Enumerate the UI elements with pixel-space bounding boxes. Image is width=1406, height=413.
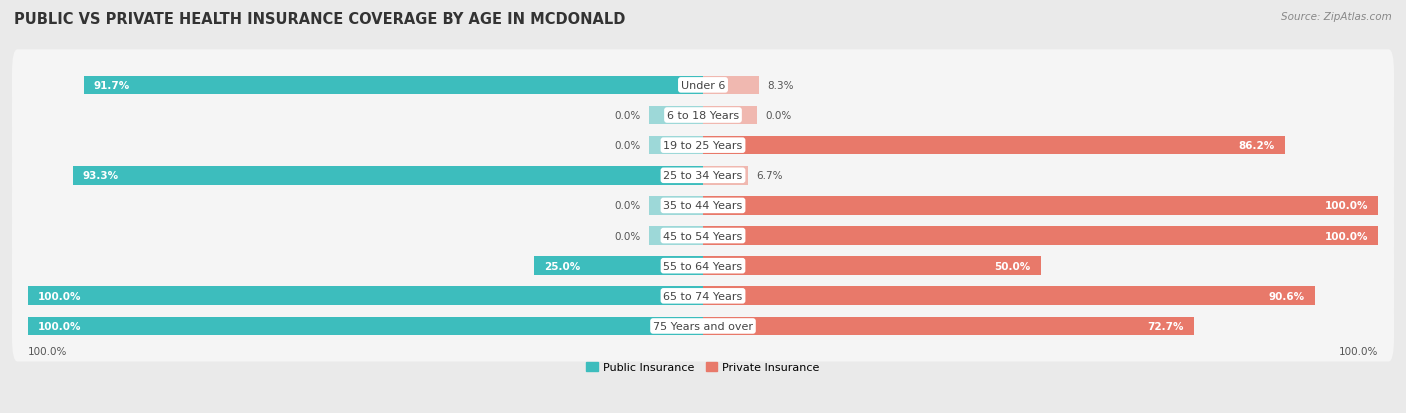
Text: 100.0%: 100.0% <box>1324 231 1368 241</box>
FancyBboxPatch shape <box>13 50 1393 121</box>
Bar <box>650 197 703 215</box>
Text: 25 to 34 Years: 25 to 34 Years <box>664 171 742 181</box>
Bar <box>703 107 756 125</box>
Text: 65 to 74 Years: 65 to 74 Years <box>664 291 742 301</box>
Text: 93.3%: 93.3% <box>83 171 120 181</box>
Text: 0.0%: 0.0% <box>765 111 792 121</box>
Bar <box>650 227 703 245</box>
Text: 25.0%: 25.0% <box>544 261 581 271</box>
Text: Source: ZipAtlas.com: Source: ZipAtlas.com <box>1281 12 1392 22</box>
Bar <box>703 166 748 185</box>
Text: 91.7%: 91.7% <box>94 81 129 91</box>
FancyBboxPatch shape <box>13 140 1393 211</box>
Text: 100.0%: 100.0% <box>28 346 67 356</box>
Text: Under 6: Under 6 <box>681 81 725 91</box>
Text: 19 to 25 Years: 19 to 25 Years <box>664 141 742 151</box>
Text: 8.3%: 8.3% <box>768 81 793 91</box>
Bar <box>703 317 1194 335</box>
Text: 0.0%: 0.0% <box>614 111 641 121</box>
Text: 0.0%: 0.0% <box>614 231 641 241</box>
Bar <box>650 136 703 155</box>
Text: 100.0%: 100.0% <box>1324 201 1368 211</box>
Text: 75 Years and over: 75 Years and over <box>652 321 754 331</box>
Bar <box>28 317 703 335</box>
FancyBboxPatch shape <box>13 200 1393 271</box>
Bar <box>703 257 1040 275</box>
Bar <box>703 197 1378 215</box>
Text: 90.6%: 90.6% <box>1268 291 1305 301</box>
Bar <box>703 287 1315 306</box>
Text: PUBLIC VS PRIVATE HEALTH INSURANCE COVERAGE BY AGE IN MCDONALD: PUBLIC VS PRIVATE HEALTH INSURANCE COVER… <box>14 12 626 27</box>
FancyBboxPatch shape <box>13 171 1393 241</box>
FancyBboxPatch shape <box>13 230 1393 301</box>
Text: 0.0%: 0.0% <box>614 141 641 151</box>
Bar <box>703 227 1378 245</box>
Text: 86.2%: 86.2% <box>1239 141 1275 151</box>
Text: 45 to 54 Years: 45 to 54 Years <box>664 231 742 241</box>
Bar <box>83 76 703 95</box>
Bar <box>703 136 1285 155</box>
FancyBboxPatch shape <box>13 291 1393 362</box>
FancyBboxPatch shape <box>13 110 1393 181</box>
Text: 100.0%: 100.0% <box>38 291 82 301</box>
Legend: Public Insurance, Private Insurance: Public Insurance, Private Insurance <box>582 357 824 377</box>
Text: 100.0%: 100.0% <box>1339 346 1378 356</box>
Text: 50.0%: 50.0% <box>994 261 1031 271</box>
Bar <box>534 257 703 275</box>
FancyBboxPatch shape <box>13 261 1393 332</box>
Text: 100.0%: 100.0% <box>38 321 82 331</box>
FancyBboxPatch shape <box>13 80 1393 151</box>
Text: 55 to 64 Years: 55 to 64 Years <box>664 261 742 271</box>
Bar <box>703 76 759 95</box>
Text: 35 to 44 Years: 35 to 44 Years <box>664 201 742 211</box>
Text: 72.7%: 72.7% <box>1147 321 1184 331</box>
Text: 0.0%: 0.0% <box>614 201 641 211</box>
Bar <box>73 166 703 185</box>
Bar <box>28 287 703 306</box>
Text: 6.7%: 6.7% <box>756 171 783 181</box>
Text: 6 to 18 Years: 6 to 18 Years <box>666 111 740 121</box>
Bar <box>650 107 703 125</box>
